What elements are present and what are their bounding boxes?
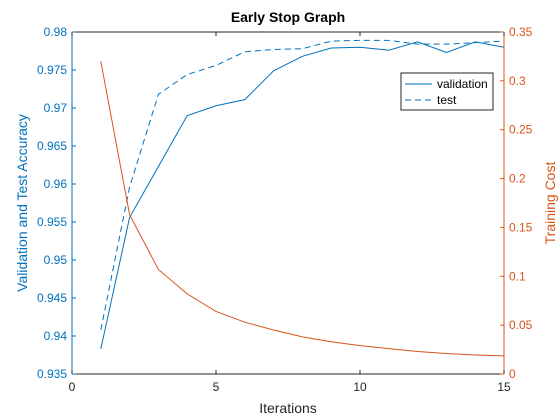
series-line-validation (100, 41, 505, 350)
x-tick-label: 10 (353, 380, 367, 394)
legend: validation test (400, 72, 494, 111)
y-left-tick-label: 0.95 (44, 253, 68, 267)
y-right-tick-label: 0.3 (509, 74, 526, 88)
y-left-tick-label: 0.945 (37, 291, 67, 305)
y-right-tick-label: 0.15 (509, 220, 533, 234)
series-layer (100, 39, 505, 357)
y-right-tick-label: 0.35 (509, 25, 533, 39)
y-left-tick-label: 0.98 (44, 25, 68, 39)
y-right-tick-label: 0.05 (509, 318, 533, 332)
y-left-tick-label: 0.94 (44, 329, 68, 343)
series-line-series-3 (100, 61, 505, 357)
y-left-axis-title: Validation and Test Accuracy (14, 114, 30, 292)
y-left-tick-label: 0.97 (44, 101, 68, 115)
y-right-tick-label: 0.2 (509, 172, 526, 186)
y-right-tick-label: 0 (509, 367, 516, 381)
y-right-tick-label: 0.1 (509, 269, 526, 283)
x-tick-label: 0 (69, 380, 76, 394)
x-axis-title: Iterations (259, 400, 317, 416)
chart-title: Early Stop Graph (231, 9, 345, 25)
y-left-tick-label: 0.965 (37, 139, 67, 153)
y-left-tick-label: 0.975 (37, 63, 67, 77)
series-line-test (100, 39, 505, 331)
x-tick-label: 5 (213, 380, 220, 394)
x-tick-label: 15 (497, 380, 511, 394)
y-right-tick-label: 0.25 (509, 123, 533, 137)
y-left-tick-label: 0.935 (37, 367, 67, 381)
ticks-layer: 0 5 10 15 0.935 0.94 0.945 0.95 0.955 0.96 0.965 0.… (37, 25, 533, 394)
legend-label-test: test (437, 93, 457, 107)
legend-box (400, 72, 494, 111)
y-right-axis-title: Training Cost (542, 162, 558, 245)
legend-label-validation: validation (437, 77, 488, 91)
y-left-tick-label: 0.955 (37, 215, 67, 229)
y-left-tick-label: 0.96 (44, 177, 68, 191)
